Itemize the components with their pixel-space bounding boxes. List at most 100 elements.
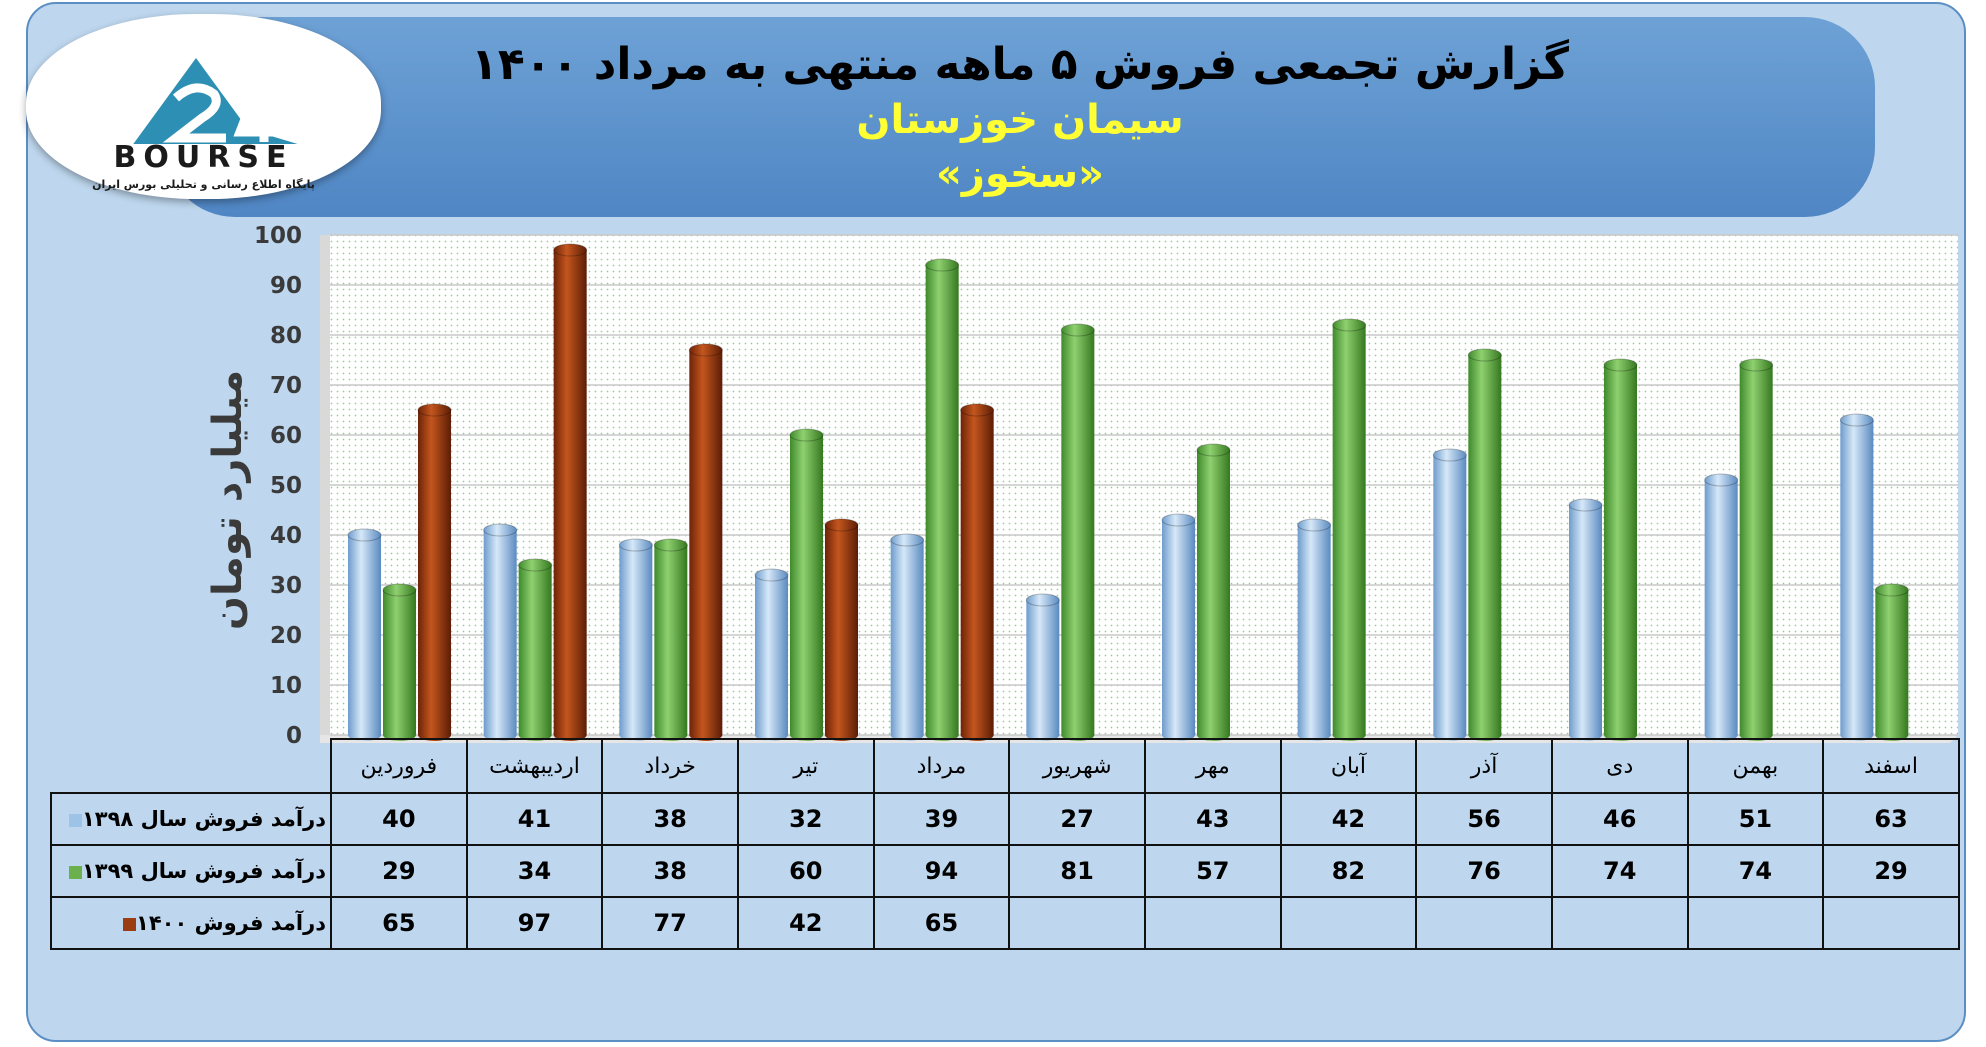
bar	[1874, 583, 1909, 741]
data-label: 42	[1279, 792, 1418, 846]
data-label: 60	[736, 844, 875, 898]
x-tick-label: دی	[1550, 738, 1689, 794]
legend-swatch	[68, 865, 82, 879]
data-label: 39	[872, 792, 1011, 846]
y-tick-label: 90	[270, 273, 302, 299]
report-title: گزارش تجمعی فروش ۵ ماهه منتهی به مرداد ۱…	[471, 39, 1569, 90]
bar	[890, 533, 925, 741]
bar	[1161, 513, 1196, 741]
legend-entry: درآمد فروش ۱۴۰۰	[50, 896, 332, 950]
legend-label: درآمد فروش ۱۴۰۰	[136, 911, 326, 935]
bar	[618, 538, 653, 741]
plot-side-wall	[320, 235, 330, 735]
data-label: 74	[1550, 844, 1689, 898]
bar	[824, 518, 859, 741]
bar	[960, 403, 995, 741]
data-label: 29	[330, 844, 468, 898]
table-row: درآمد فروش ۱۴۰۰ 65 97 77 42 65	[50, 896, 1960, 950]
data-label: 41	[465, 792, 604, 846]
data-label: 65	[330, 896, 468, 950]
data-label: 34	[465, 844, 604, 898]
data-table: فروردین اردیبهشت خرداد تیر مرداد شهریور مهر آبا…	[50, 738, 1960, 950]
data-label: 38	[601, 792, 739, 846]
data-label: 57	[1143, 844, 1282, 898]
data-label: 97	[465, 896, 604, 950]
data-label: 81	[1008, 844, 1146, 898]
data-label	[1550, 896, 1689, 950]
bars	[347, 243, 1909, 741]
legend-entry: درآمد فروش سال ۱۳۹۹	[50, 844, 332, 898]
bar	[1297, 518, 1332, 741]
logo-wordmark: BOURSE	[113, 140, 294, 175]
data-label: 43	[1143, 792, 1282, 846]
bar	[1332, 318, 1367, 741]
legend-label: درآمد فروش سال ۱۳۹۸	[81, 807, 326, 831]
x-tick-label: شهریور	[1008, 738, 1146, 794]
data-label	[1415, 896, 1553, 950]
x-tick-label: آذر	[1415, 738, 1553, 794]
x-tick-label: فروردین	[330, 738, 468, 794]
bar	[1839, 413, 1874, 741]
y-axis-label: میلیارد تومان	[205, 369, 251, 631]
data-label: 40	[330, 792, 468, 846]
bar	[518, 558, 553, 741]
bar	[382, 583, 417, 741]
data-label: 42	[736, 896, 875, 950]
bar	[1739, 358, 1774, 741]
y-tick-label: 40	[270, 523, 302, 549]
data-label: 65	[872, 896, 1011, 950]
legend-swatch	[123, 917, 137, 931]
logo-tagline: پایگاه اطلاع رسانی و تحلیلی بورس ایران	[92, 178, 315, 191]
x-tick-label: اردیبهشت	[465, 738, 604, 794]
data-label: 38	[601, 844, 739, 898]
data-label: 94	[872, 844, 1011, 898]
y-tick-label: 20	[270, 623, 302, 649]
data-label: 63	[1822, 792, 1960, 846]
data-label	[1822, 896, 1960, 950]
y-tick-label: 50	[270, 473, 302, 499]
gridlines	[330, 234, 1958, 736]
legend-swatch	[68, 813, 82, 827]
x-tick-label: مرداد	[872, 738, 1011, 794]
bar	[688, 343, 723, 741]
data-label: 82	[1279, 844, 1418, 898]
data-label: 56	[1415, 792, 1553, 846]
data-label: 51	[1686, 792, 1825, 846]
y-tick-label: 60	[270, 423, 302, 449]
table-row: درآمد فروش سال ۱۳۹۹ 29 34 38 60 94 81 57 82 76 74 7…	[50, 844, 1960, 898]
bar	[1467, 348, 1502, 741]
data-label: 76	[1415, 844, 1553, 898]
y-tick-label: 70	[270, 373, 302, 399]
company-name: سیمان خوزستان	[856, 97, 1184, 143]
bar	[553, 243, 588, 741]
x-tick-label: تیر	[736, 738, 875, 794]
x-tick-label: مهر	[1143, 738, 1282, 794]
legend-label: درآمد فروش سال ۱۳۹۹	[81, 859, 326, 883]
data-label	[1686, 896, 1825, 950]
bar	[1025, 593, 1060, 741]
y-tick-label: 10	[270, 673, 302, 699]
bar	[1704, 473, 1739, 741]
y-tick-label: 100	[254, 223, 302, 249]
table-corner	[51, 739, 332, 794]
x-tick-label: بهمن	[1686, 738, 1825, 794]
data-label	[1143, 896, 1282, 950]
bar	[1603, 358, 1638, 741]
data-label: 46	[1550, 792, 1689, 846]
bar	[347, 528, 382, 741]
data-label: 27	[1008, 792, 1146, 846]
legend-entry: درآمد فروش سال ۱۳۹۸	[50, 792, 332, 846]
bar	[483, 523, 518, 741]
bar	[789, 428, 824, 741]
bar	[925, 258, 960, 741]
bar	[1432, 448, 1467, 741]
bar	[417, 403, 452, 741]
x-tick-label: آبان	[1279, 738, 1418, 794]
bar	[754, 568, 789, 741]
x-tick-label: خرداد	[601, 738, 739, 794]
bar	[1568, 498, 1603, 741]
bourse-logo: BOURSE پایگاه اطلاع رسانی و تحلیلی بورس …	[26, 14, 381, 199]
data-label: 74	[1686, 844, 1825, 898]
